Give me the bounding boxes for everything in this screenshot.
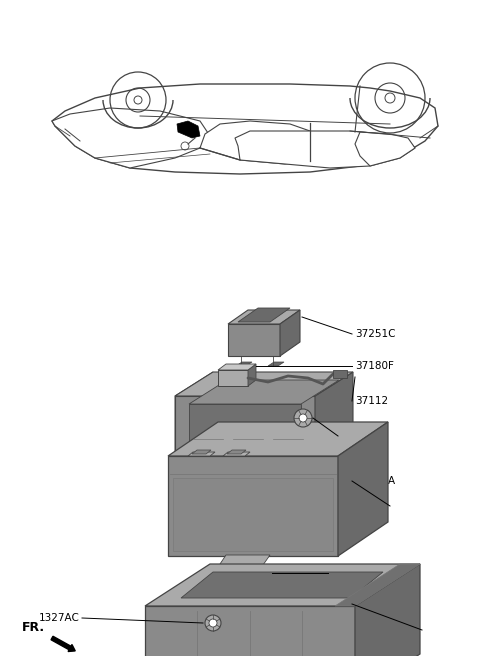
Polygon shape <box>338 422 388 556</box>
Polygon shape <box>188 452 215 456</box>
Polygon shape <box>145 606 355 656</box>
Polygon shape <box>280 310 300 356</box>
Polygon shape <box>333 370 347 378</box>
Polygon shape <box>173 478 333 551</box>
Circle shape <box>134 96 142 104</box>
Polygon shape <box>228 324 280 356</box>
Polygon shape <box>192 450 211 454</box>
Text: 37251C: 37251C <box>355 329 396 339</box>
Polygon shape <box>227 450 246 454</box>
Polygon shape <box>52 108 210 168</box>
Polygon shape <box>218 555 270 567</box>
Polygon shape <box>268 362 284 366</box>
Polygon shape <box>228 310 300 324</box>
Polygon shape <box>175 372 213 460</box>
Polygon shape <box>218 565 270 583</box>
Polygon shape <box>168 456 338 556</box>
Text: 37160: 37160 <box>330 568 363 578</box>
Polygon shape <box>200 121 320 164</box>
Text: 37150: 37150 <box>355 599 388 609</box>
FancyArrow shape <box>51 636 75 651</box>
Polygon shape <box>355 564 420 656</box>
Polygon shape <box>335 564 420 606</box>
Text: 37180F: 37180F <box>355 361 394 371</box>
Text: 37112: 37112 <box>355 396 388 406</box>
Text: 1327AC: 1327AC <box>39 613 80 623</box>
Circle shape <box>294 409 312 427</box>
Text: 1141AC: 1141AC <box>340 431 381 441</box>
Polygon shape <box>175 396 315 460</box>
Polygon shape <box>145 564 420 606</box>
Polygon shape <box>177 121 200 138</box>
Polygon shape <box>175 372 353 396</box>
Polygon shape <box>355 132 415 166</box>
Polygon shape <box>238 308 290 322</box>
Polygon shape <box>171 458 187 468</box>
Polygon shape <box>218 370 248 386</box>
Polygon shape <box>235 131 415 168</box>
Polygon shape <box>236 362 252 366</box>
Circle shape <box>205 615 221 631</box>
Text: FR.: FR. <box>22 621 45 634</box>
Polygon shape <box>189 426 339 450</box>
Polygon shape <box>248 364 256 386</box>
Text: 37110A: 37110A <box>355 476 395 486</box>
Polygon shape <box>315 372 353 460</box>
Polygon shape <box>181 572 383 598</box>
Polygon shape <box>52 84 438 174</box>
Polygon shape <box>309 458 325 468</box>
Polygon shape <box>189 404 301 450</box>
Circle shape <box>385 93 395 103</box>
Polygon shape <box>218 364 256 370</box>
Polygon shape <box>223 452 250 456</box>
Circle shape <box>299 414 307 422</box>
Circle shape <box>209 619 217 627</box>
Polygon shape <box>189 380 339 404</box>
Polygon shape <box>168 422 388 456</box>
